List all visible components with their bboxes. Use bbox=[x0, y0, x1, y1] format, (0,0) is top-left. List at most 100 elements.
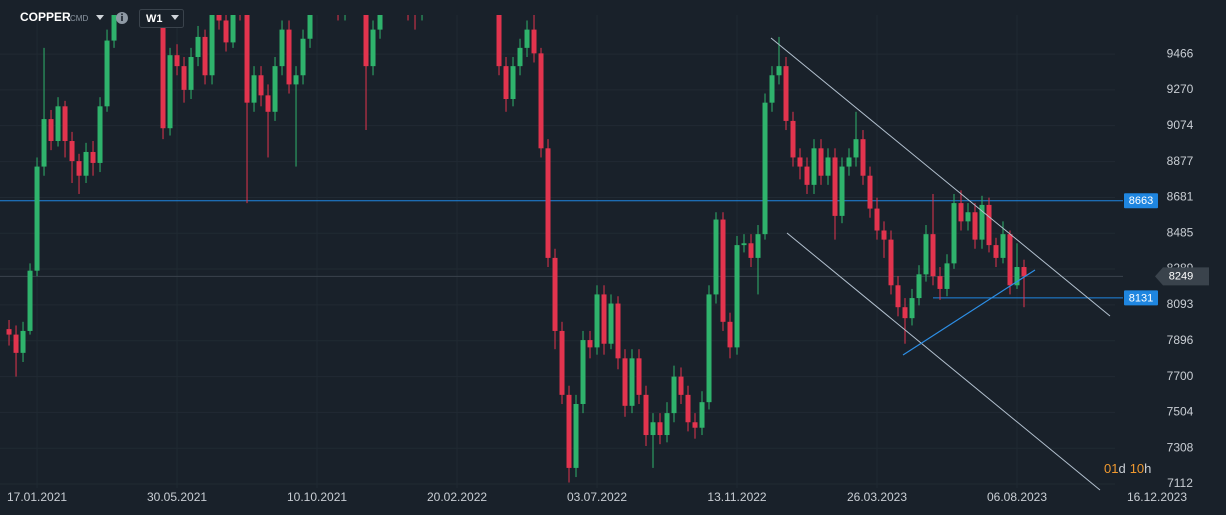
candle-body bbox=[76, 161, 82, 176]
timeframe[interactable]: W1 bbox=[146, 13, 163, 25]
candle-body bbox=[797, 157, 803, 167]
price-tag bbox=[1124, 290, 1158, 306]
candle-body bbox=[13, 334, 19, 353]
candle-body bbox=[818, 148, 824, 176]
candle-body bbox=[909, 298, 915, 319]
candle-body bbox=[902, 307, 908, 319]
candle-body bbox=[223, 20, 229, 43]
x-tick-label: 30.05.2021 bbox=[147, 490, 207, 504]
candle-body bbox=[734, 245, 740, 348]
candle-body bbox=[601, 294, 607, 344]
candle-body bbox=[650, 422, 656, 436]
candle-body bbox=[363, 15, 369, 67]
x-tick-label: 06.08.2023 bbox=[987, 490, 1047, 504]
candle-body bbox=[258, 75, 264, 96]
y-tick-label: 7896 bbox=[1167, 333, 1194, 347]
candle-body bbox=[804, 166, 810, 185]
candle-body bbox=[496, 15, 502, 67]
countdown: 01d 10h bbox=[1104, 461, 1151, 476]
candle-body bbox=[622, 358, 628, 406]
candle-body bbox=[265, 95, 271, 112]
candle-body bbox=[776, 66, 782, 76]
candle-body bbox=[846, 157, 852, 167]
candle-body bbox=[587, 340, 593, 348]
candle-body bbox=[293, 75, 299, 85]
candle-body bbox=[34, 166, 40, 271]
axes: 9466927090748877868184858289809378967700… bbox=[7, 46, 1194, 504]
candle-body bbox=[664, 413, 670, 436]
candle-body bbox=[769, 75, 775, 103]
y-tick-label: 8485 bbox=[1167, 225, 1194, 239]
candle-body bbox=[1007, 234, 1013, 286]
candle-body bbox=[972, 212, 978, 240]
candle-body bbox=[104, 40, 110, 107]
candle-body bbox=[916, 274, 922, 299]
price-tag bbox=[1155, 267, 1209, 286]
candle-body bbox=[699, 402, 705, 428]
y-tick-label: 9074 bbox=[1167, 118, 1194, 132]
candle-body bbox=[90, 151, 96, 163]
candle-body bbox=[370, 29, 376, 67]
symbol[interactable]: COPPER bbox=[20, 10, 71, 24]
candle-body bbox=[811, 148, 817, 185]
header: COPPER CMD W1 bbox=[20, 9, 184, 28]
x-tick-label: 13.11.2022 bbox=[707, 490, 766, 504]
candle-body bbox=[160, 15, 166, 129]
candle-body bbox=[83, 151, 89, 176]
candle-body bbox=[545, 148, 551, 258]
y-tick-label: 8681 bbox=[1167, 190, 1194, 204]
candle-body bbox=[573, 403, 579, 468]
y-tick-label: 7308 bbox=[1167, 440, 1194, 454]
candle-body bbox=[244, 15, 250, 103]
candle-body bbox=[923, 234, 929, 275]
candle-body bbox=[685, 394, 691, 423]
candle-body bbox=[930, 234, 936, 277]
candle-body bbox=[524, 29, 530, 48]
candle-body bbox=[286, 29, 292, 85]
candle-body bbox=[503, 66, 509, 100]
levels bbox=[0, 200, 1123, 299]
y-tick-label: 7504 bbox=[1167, 405, 1194, 419]
trend-line bbox=[770, 37, 1111, 317]
candle-body bbox=[839, 166, 845, 216]
timeframe-box[interactable] bbox=[139, 9, 184, 28]
candle-body bbox=[867, 175, 873, 209]
drawings bbox=[770, 37, 1111, 491]
candle-body bbox=[594, 294, 600, 348]
candle-body bbox=[230, 15, 236, 43]
symbol-dropdown[interactable] bbox=[96, 15, 104, 20]
candle-body bbox=[216, 15, 222, 21]
candle-body bbox=[559, 330, 565, 395]
candle-body bbox=[937, 276, 943, 289]
candle-body bbox=[888, 239, 894, 286]
candle-body bbox=[202, 36, 208, 76]
timeframe-dropdown[interactable] bbox=[171, 15, 179, 20]
x-tick-label: 26.03.2023 bbox=[847, 490, 907, 504]
candle-body bbox=[62, 106, 68, 142]
candle-body bbox=[307, 15, 313, 39]
info-icon-glyph bbox=[121, 16, 123, 21]
candle-body bbox=[993, 245, 999, 258]
grid bbox=[0, 15, 1115, 488]
candle-body bbox=[762, 102, 768, 235]
price-labels: 8663 8131 8249 bbox=[1124, 193, 1209, 306]
candle-body bbox=[692, 422, 698, 428]
candle-body bbox=[510, 66, 516, 100]
candle-body bbox=[881, 230, 887, 240]
trend-line bbox=[786, 232, 1101, 491]
price-tag-label: 8663 bbox=[1129, 195, 1153, 207]
candle-body bbox=[1021, 267, 1027, 277]
candle-body bbox=[1000, 234, 1006, 258]
candle-body bbox=[1014, 267, 1020, 286]
y-tick-label: 7112 bbox=[1167, 476, 1193, 490]
price-tag-label: 8249 bbox=[1169, 271, 1193, 283]
candle-body bbox=[951, 203, 957, 264]
candle-body bbox=[629, 358, 635, 406]
candle-body bbox=[111, 15, 117, 41]
candle-body bbox=[895, 285, 901, 308]
price-tag bbox=[1124, 193, 1158, 209]
candle-body bbox=[272, 66, 278, 112]
